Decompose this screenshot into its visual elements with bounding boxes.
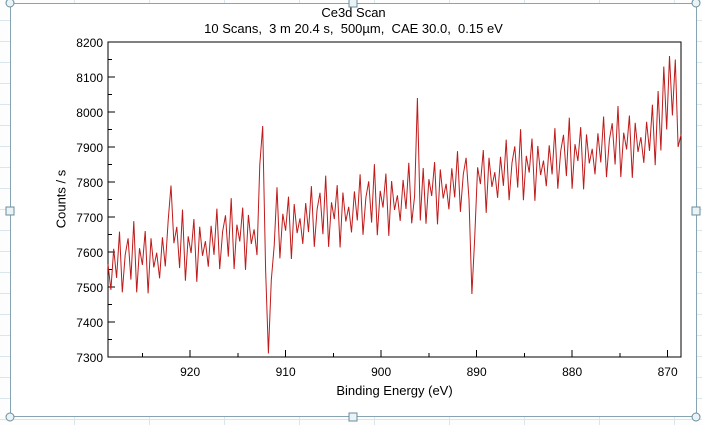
x-tick-label: 870 xyxy=(657,365,678,379)
spectrum-plot xyxy=(107,41,682,358)
x-tick-label: 900 xyxy=(371,365,392,379)
plot-frame xyxy=(107,41,682,358)
y-tick-label: 8200 xyxy=(76,36,103,50)
y-tick-label: 7900 xyxy=(76,141,103,155)
y-tick-label: 7600 xyxy=(76,246,103,260)
resize-handle-top-left[interactable] xyxy=(5,0,15,8)
resize-handle-bottom-right[interactable] xyxy=(691,412,701,422)
resize-handle-middle-left[interactable] xyxy=(5,206,15,216)
resize-handle-bottom-center[interactable] xyxy=(348,412,358,422)
spectrum-trace xyxy=(107,55,682,354)
x-axis-title: Binding Energy (eV) xyxy=(336,383,453,398)
x-tick-label: 880 xyxy=(562,365,583,379)
y-tick-label: 8000 xyxy=(76,106,103,120)
resize-handle-middle-right[interactable] xyxy=(691,206,701,216)
chart-subtitle: 10 Scans, 3 m 20.4 s, 500µm, CAE 30.0, 0… xyxy=(204,21,503,36)
x-tick-label: 890 xyxy=(466,365,487,379)
y-tick-label: 7400 xyxy=(76,316,103,330)
resize-handle-top-right[interactable] xyxy=(691,0,701,8)
chart-title: Ce3d Scan xyxy=(321,5,386,20)
x-tick-label: 920 xyxy=(180,365,201,379)
y-tick-label: 8100 xyxy=(76,71,103,85)
x-tick-label: 910 xyxy=(275,365,296,379)
y-tick-label: 7800 xyxy=(76,176,103,190)
y-tick-label: 7500 xyxy=(76,281,103,295)
y-tick-label: 7700 xyxy=(76,211,103,225)
resize-handle-bottom-left[interactable] xyxy=(5,412,15,422)
spectrum-chart-object[interactable]: Ce3d Scan 10 Scans, 3 m 20.4 s, 500µm, C… xyxy=(10,3,697,417)
resize-handle-top-center[interactable] xyxy=(348,0,358,8)
y-tick-label: 7300 xyxy=(76,351,103,365)
